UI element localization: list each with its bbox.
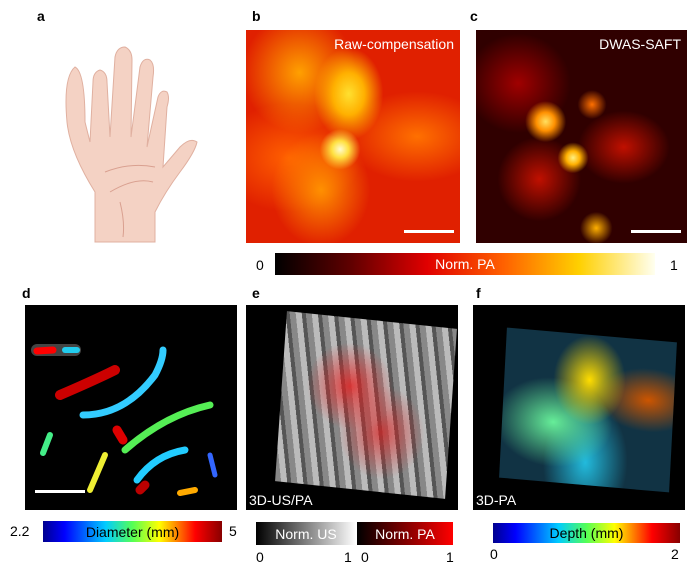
us-colorbar-min: 0 [256,549,264,565]
scale-bar [404,230,454,233]
volume-render [275,311,457,499]
panel-title-b: Raw-compensation [334,36,454,52]
us-colorbar-max: 1 [344,549,352,565]
diameter-colorbar-min: 2.2 [10,523,30,539]
pa-colorbar-min: 0 [256,257,264,273]
pa3d-colorbar-max: 1 [446,549,454,565]
panel-label-d: d [22,285,31,301]
3d-us-pa-image: 3D-US/PA [246,305,458,510]
vessel-diameter-image [25,305,237,510]
raw-compensation-image: Raw-compensation [246,30,460,243]
hand-illustration [65,46,198,243]
us-colorbar-label: Norm. US [275,525,337,542]
depth-colorbar-min: 0 [490,546,498,562]
pa-colorbar-max: 1 [670,257,678,273]
panel-label-a: a [37,8,45,24]
panel-label-e: e [252,285,260,301]
panel-title-e: 3D-US/PA [249,492,313,508]
scale-bar [35,490,85,493]
depth-colorbar-label: Depth (mm) [549,525,624,541]
pa-colorbar: Norm. PA [275,253,655,275]
diameter-colorbar-label: Diameter (mm) [85,523,180,540]
pa3d-colorbar-label: Norm. PA [375,525,435,542]
scale-bar [631,230,681,233]
depth-colorbar-max: 2 [671,546,679,562]
3d-pa-depth-image: 3D-PA [473,305,685,510]
dwas-saft-image: DWAS-SAFT [476,30,687,243]
panel-title-c: DWAS-SAFT [599,36,681,52]
vessel-segments [31,344,218,496]
pa3d-colorbar: Norm. PA [357,522,453,545]
panel-label-c: c [470,8,478,24]
pa-colorbar-label: Norm. PA [435,256,495,272]
volume-render [499,327,677,493]
panel-title-f: 3D-PA [476,492,517,508]
panel-label-f: f [476,285,481,301]
diameter-colorbar-max: 5 [229,523,237,539]
pa3d-colorbar-min: 0 [361,549,369,565]
depth-colorbar: Depth (mm) [493,523,680,543]
us-colorbar: Norm. US [256,522,356,545]
panel-label-b: b [252,8,261,24]
diameter-colorbar: Diameter (mm) [43,521,222,542]
